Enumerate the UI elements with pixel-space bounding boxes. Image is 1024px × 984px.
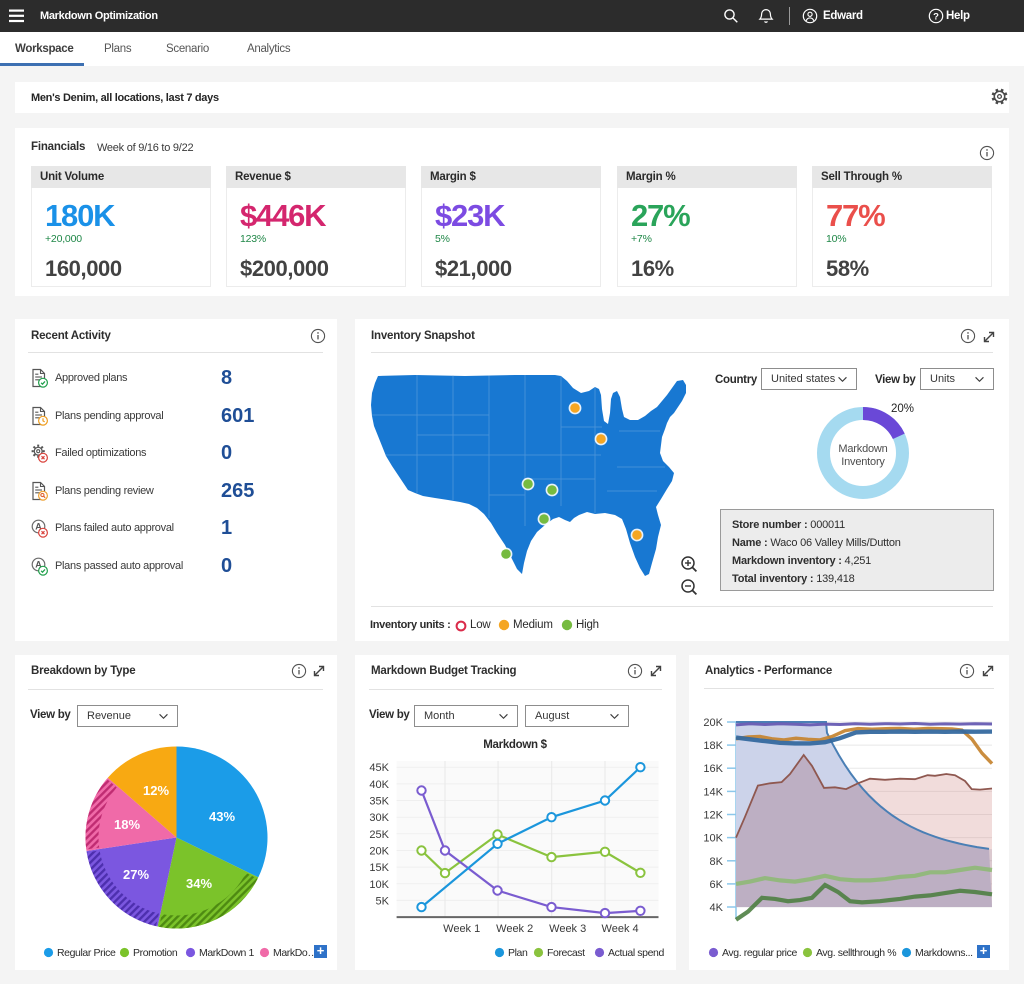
svg-text:18K: 18K: [703, 740, 723, 752]
svg-text:10K: 10K: [369, 879, 389, 891]
svg-text:20K: 20K: [369, 846, 389, 858]
svg-text:6K: 6K: [710, 879, 724, 891]
svg-text:8K: 8K: [710, 856, 724, 868]
svg-text:12K: 12K: [703, 810, 723, 822]
svg-text:4K: 4K: [710, 902, 724, 914]
svg-text:A: A: [35, 522, 42, 532]
svg-text:15K: 15K: [369, 862, 389, 874]
svg-text:40K: 40K: [369, 779, 389, 791]
svg-text:5K: 5K: [376, 895, 390, 907]
svg-text:45K: 45K: [369, 762, 389, 774]
svg-text:Week 4: Week 4: [602, 923, 639, 935]
svg-text:Week 2: Week 2: [496, 923, 533, 935]
svg-text:A: A: [35, 559, 42, 569]
svg-text:30K: 30K: [369, 812, 389, 824]
svg-text:?: ?: [933, 11, 939, 22]
svg-text:20K: 20K: [703, 717, 723, 729]
svg-text:Week 1: Week 1: [443, 923, 480, 935]
svg-text:25K: 25K: [369, 829, 389, 841]
svg-text:Week 3: Week 3: [549, 923, 586, 935]
svg-text:14K: 14K: [703, 786, 723, 798]
svg-text:16K: 16K: [703, 763, 723, 775]
svg-text:10K: 10K: [703, 833, 723, 845]
svg-text:35K: 35K: [369, 796, 389, 808]
